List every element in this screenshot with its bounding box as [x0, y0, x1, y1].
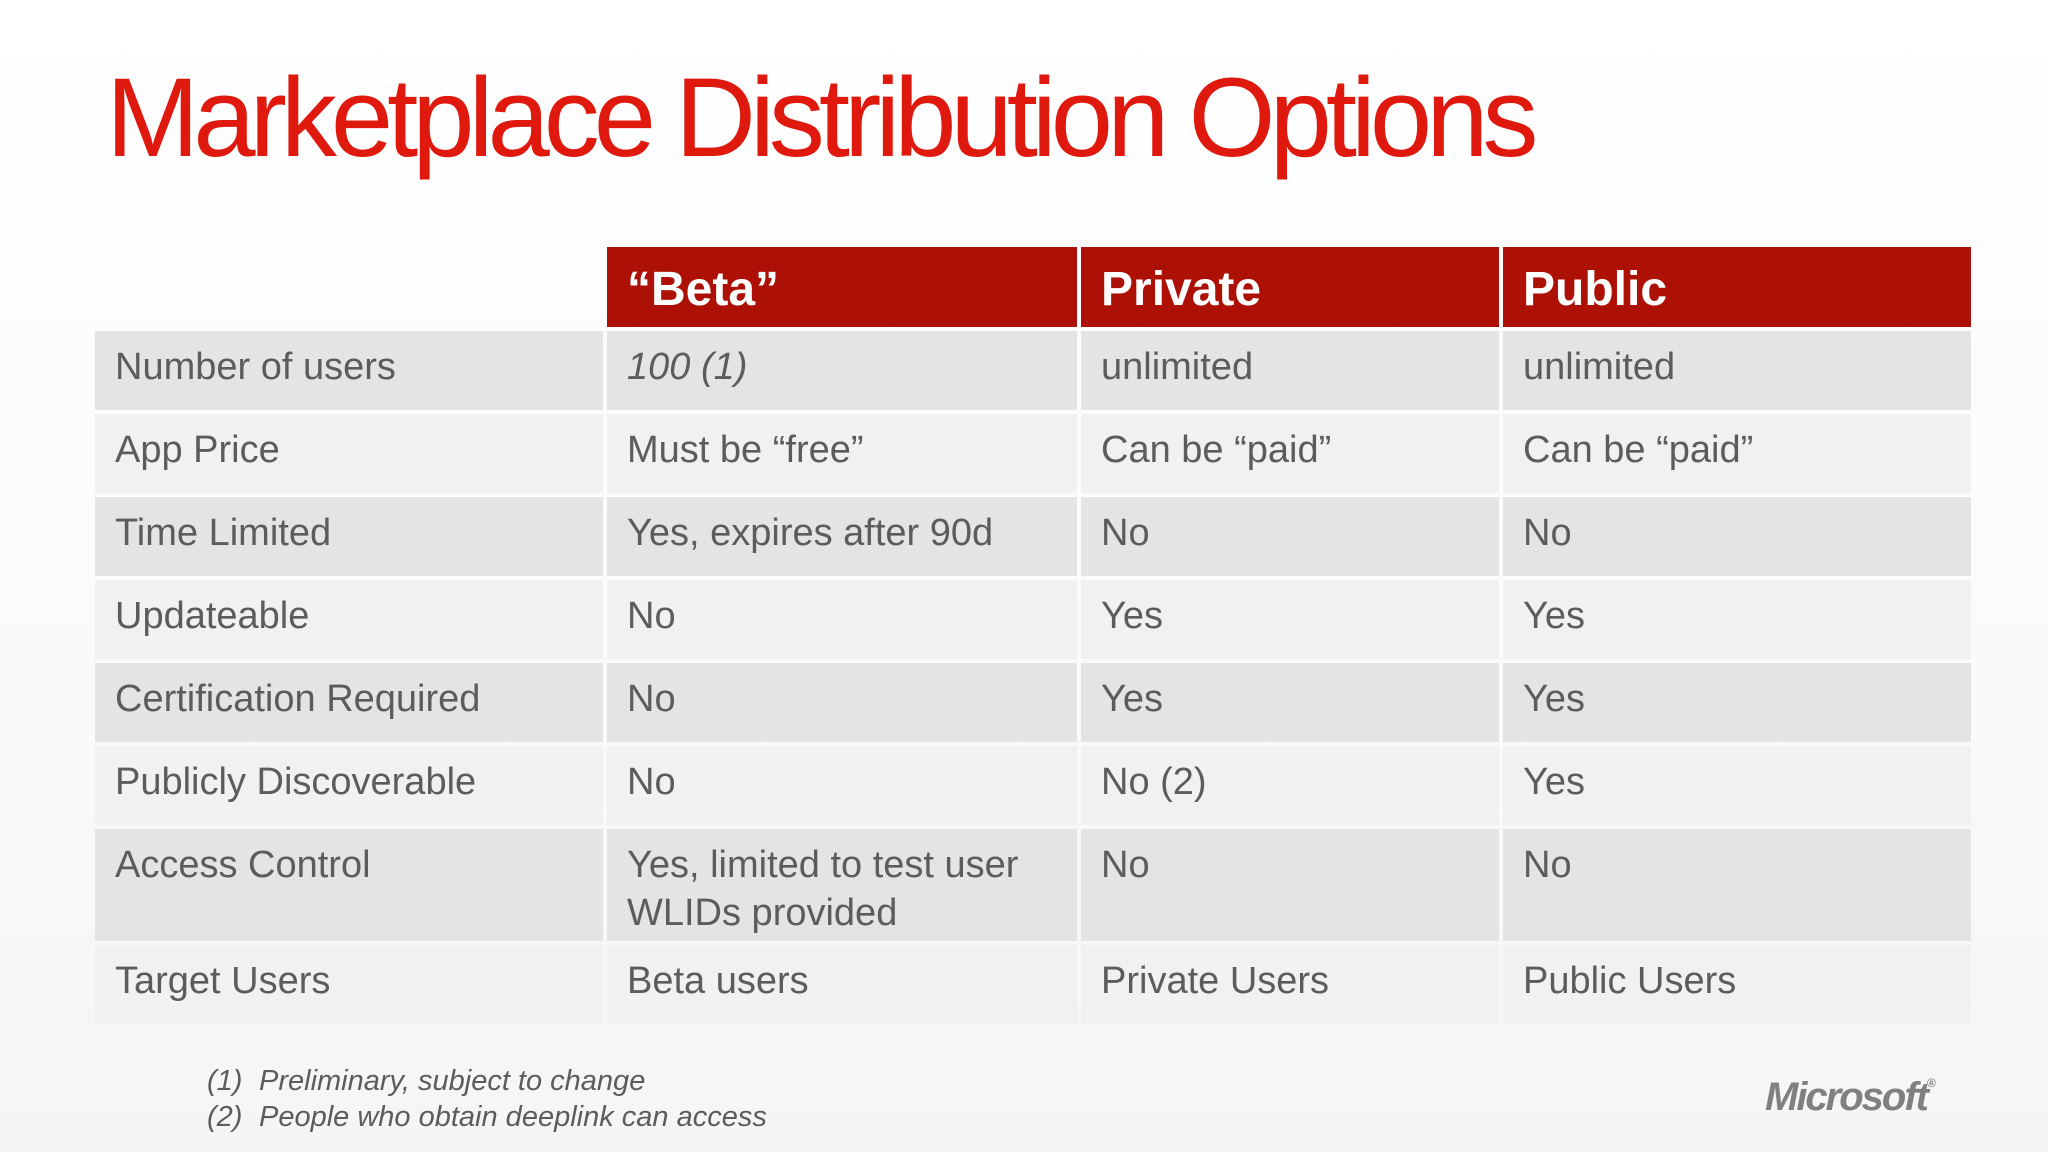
- distribution-options-table: “Beta” Private Public Number of users 10…: [91, 243, 1975, 1028]
- footnotes: (1) Preliminary, subject to change (2) Peo…: [207, 1063, 767, 1135]
- private-cell: unlimited: [1081, 331, 1499, 410]
- footnote: (1) Preliminary, subject to change: [207, 1063, 767, 1099]
- table-header-row: “Beta” Private Public: [95, 247, 1971, 327]
- private-cell: No: [1081, 497, 1499, 576]
- beta-cell: Beta users: [607, 945, 1077, 1024]
- header-public: Public: [1503, 247, 1971, 327]
- footnote: (2) People who obtain deeplink can access: [207, 1099, 767, 1135]
- private-cell: Yes: [1081, 663, 1499, 742]
- row-label: Time Limited: [95, 497, 603, 576]
- microsoft-logo: Microsoft®: [1765, 1077, 1936, 1117]
- table-row: Certification Required No Yes Yes: [95, 663, 1971, 742]
- private-cell: No (2): [1081, 746, 1499, 825]
- beta-cell: No: [607, 663, 1077, 742]
- row-label: Number of users: [95, 331, 603, 410]
- public-cell: Yes: [1503, 580, 1971, 659]
- public-cell: No: [1503, 829, 1971, 941]
- beta-cell: Yes, limited to test user WLIDs provided: [607, 829, 1077, 941]
- footnote-text: People who obtain deeplink can access: [259, 1101, 767, 1133]
- beta-cell: Yes, expires after 90d: [607, 497, 1077, 576]
- slide-title: Marketplace Distribution Options: [106, 55, 1538, 180]
- table-row: Target Users Beta users Private Users Pu…: [95, 945, 1971, 1024]
- table-row: Number of users 100 (1) unlimited unlimi…: [95, 331, 1971, 410]
- row-label: Target Users: [95, 945, 603, 1024]
- table-row: Access Control Yes, limited to test user…: [95, 829, 1971, 941]
- row-label: App Price: [95, 414, 603, 493]
- footnote-number: (2): [207, 1101, 243, 1133]
- footnote-text: Preliminary, subject to change: [259, 1065, 646, 1097]
- public-cell: No: [1503, 497, 1971, 576]
- public-cell: Yes: [1503, 663, 1971, 742]
- logo-wordmark: Microsoft: [1765, 1075, 1929, 1119]
- table-row: App Price Must be “free” Can be “paid” C…: [95, 414, 1971, 493]
- public-cell: Yes: [1503, 746, 1971, 825]
- beta-cell: No: [607, 580, 1077, 659]
- private-cell: No: [1081, 829, 1499, 941]
- table-row: Publicly Discoverable No No (2) Yes: [95, 746, 1971, 825]
- row-label: Updateable: [95, 580, 603, 659]
- public-cell: Can be “paid”: [1503, 414, 1971, 493]
- header-corner: [95, 247, 603, 327]
- private-cell: Yes: [1081, 580, 1499, 659]
- footnote-number: (1): [207, 1065, 243, 1097]
- private-cell: Can be “paid”: [1081, 414, 1499, 493]
- row-label: Access Control: [95, 829, 603, 941]
- row-label: Certification Required: [95, 663, 603, 742]
- public-cell: Public Users: [1503, 945, 1971, 1024]
- registered-mark: ®: [1927, 1076, 1936, 1090]
- public-cell: unlimited: [1503, 331, 1971, 410]
- table-row: Time Limited Yes, expires after 90d No N…: [95, 497, 1971, 576]
- beta-cell: 100 (1): [607, 331, 1077, 410]
- header-private: Private: [1081, 247, 1499, 327]
- private-cell: Private Users: [1081, 945, 1499, 1024]
- beta-cell: Must be “free”: [607, 414, 1077, 493]
- table-row: Updateable No Yes Yes: [95, 580, 1971, 659]
- row-label: Publicly Discoverable: [95, 746, 603, 825]
- beta-cell: No: [607, 746, 1077, 825]
- header-beta: “Beta”: [607, 247, 1077, 327]
